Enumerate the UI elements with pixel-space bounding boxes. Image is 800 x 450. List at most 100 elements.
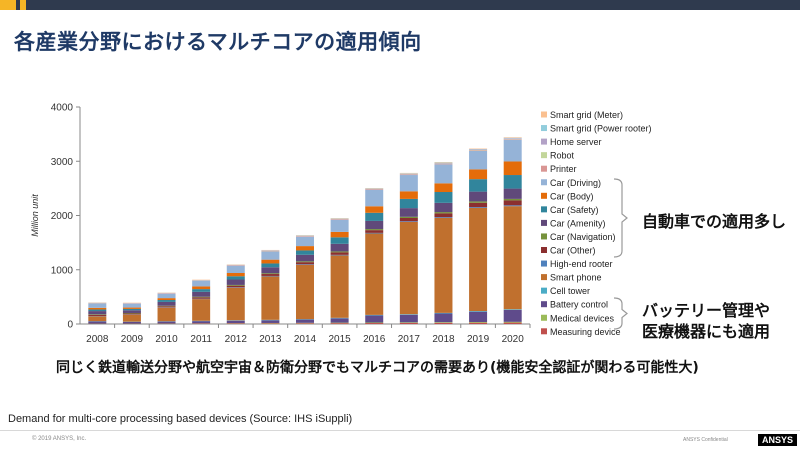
bar-segment (157, 321, 176, 324)
bar-segment (88, 314, 107, 315)
bar-segment (434, 163, 453, 165)
x-tick-label: 2018 (432, 334, 455, 345)
legend-swatch (541, 125, 547, 132)
legend-label: High-end rooter (550, 259, 613, 269)
legend-label: Home server (550, 137, 602, 147)
footer-divider (0, 430, 800, 431)
bar-segment (434, 217, 453, 218)
battery-bracket (613, 297, 628, 330)
bar-segment (88, 314, 107, 316)
bar-segment (399, 216, 418, 218)
bar-segment (434, 162, 453, 164)
bar-segment (365, 323, 384, 324)
bar-segment (365, 190, 384, 207)
legend-label: Car (Body) (550, 191, 594, 201)
bar-segment (503, 139, 522, 162)
bar-segment (192, 321, 211, 324)
bar-segment (330, 237, 349, 244)
bar-segment (88, 311, 107, 315)
bar-segment (503, 188, 522, 199)
bar-segment (226, 320, 245, 324)
bar-segment (261, 267, 280, 274)
bar-segment (503, 139, 522, 140)
bar-segment (503, 322, 522, 324)
bottom-note: 同じく鉄道輸送分野や航空宇宙＆防衛分野でもマルチコアの需要あり(機能安全認証が関… (56, 360, 699, 376)
bar-segment (296, 250, 314, 255)
bar-segment (261, 320, 280, 323)
bar-segment (261, 263, 280, 268)
bar-segment (434, 213, 453, 218)
bar-segment (469, 201, 488, 203)
x-tick-label: 2012 (225, 334, 248, 345)
bar-segment (434, 217, 453, 313)
bar-segment (88, 309, 107, 312)
legend-label: Cell tower (550, 286, 590, 296)
legend-swatch (541, 260, 547, 267)
bar-segment (469, 207, 488, 312)
bar-segment (88, 303, 107, 308)
bar-segment (399, 314, 418, 323)
bar-segment (434, 183, 453, 193)
slide-title: 各産業分野におけるマルチコアの適用傾向 (14, 30, 422, 54)
bar-segment (469, 148, 488, 150)
bar-segment (365, 233, 384, 315)
bar-segment (122, 314, 141, 322)
bar-segment (503, 321, 522, 323)
legend-swatch (541, 192, 547, 199)
bar-segment (157, 306, 176, 308)
bar-segment (296, 264, 314, 265)
bar-segment (330, 318, 349, 323)
bar-segment (296, 262, 314, 265)
confidential-text: ANSYS Confidential (683, 437, 728, 443)
legend-label: Smart grid (Meter) (550, 110, 623, 120)
bar-segment (330, 323, 349, 324)
legend-swatch (541, 247, 547, 253)
bar-segment (296, 319, 314, 323)
bar-segment (469, 322, 488, 324)
bar-segment (503, 198, 522, 201)
legend-swatch (541, 206, 547, 213)
bar-segment (226, 287, 245, 321)
bar-segment (399, 208, 418, 217)
bar-segment (503, 205, 522, 207)
bar-segment (226, 273, 245, 277)
bar-segment (365, 322, 384, 324)
bar-segment (192, 299, 211, 321)
bar-segment (469, 202, 488, 208)
x-tick-label: 2013 (259, 334, 282, 345)
bar-segment (296, 236, 314, 247)
bar-segment (226, 323, 245, 324)
x-tick-label: 2008 (86, 334, 109, 345)
top-banner-accent-2 (20, 0, 26, 10)
legend-label: Printer (550, 164, 577, 174)
x-tick-label: 2014 (294, 334, 317, 345)
bar-segment (399, 217, 418, 222)
legend-label: Car (Navigation) (550, 232, 616, 242)
legend-swatch (541, 165, 547, 172)
bar-segment (503, 138, 522, 139)
legend-swatch (541, 301, 547, 308)
figure-caption: Demand for multi-core processing based d… (8, 413, 353, 425)
battery-annotation-line2: 医療機器にも適用 (642, 322, 771, 341)
bar-segment (122, 321, 141, 324)
x-tick-label: 2010 (155, 334, 178, 345)
legend-swatch (541, 111, 547, 118)
legend-label: Measuring device (550, 327, 621, 337)
bar-segment (261, 273, 280, 275)
x-tick-label: 2019 (467, 334, 490, 345)
ansys-logo: ANSYS (758, 434, 798, 446)
bar-segment (261, 251, 280, 260)
bar-segment (88, 307, 107, 310)
bar-segment (296, 323, 314, 324)
bar-segment (469, 311, 488, 312)
bar-segment (192, 286, 211, 290)
legend-label: Medical devices (550, 313, 615, 323)
legend-swatch (541, 179, 547, 186)
top-banner-accent (0, 0, 16, 10)
bar-segment (399, 322, 418, 324)
legend-label: Car (Amenity) (550, 218, 606, 228)
bar-segment (261, 259, 280, 264)
legend-swatch (541, 287, 547, 294)
battery-annotation-line1: バッテリー管理や (642, 301, 771, 320)
